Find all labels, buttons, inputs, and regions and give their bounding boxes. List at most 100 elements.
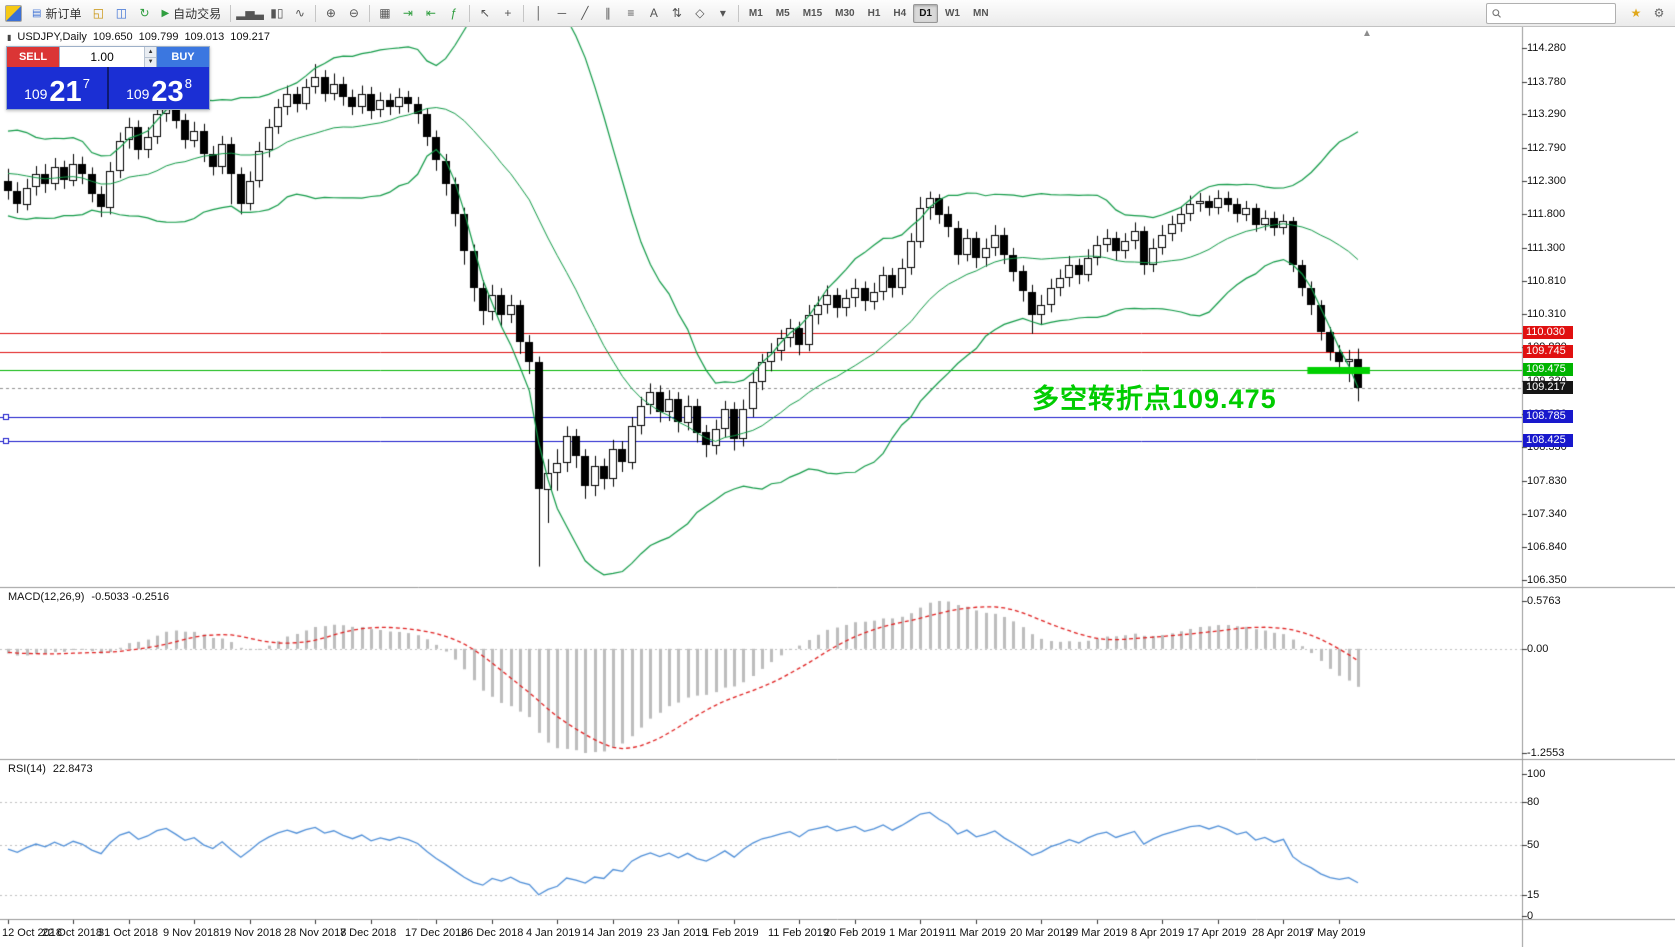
auto-scroll-icon[interactable]: ⇥ (402, 6, 413, 20)
price-axis-label: 113.780 (1527, 76, 1566, 88)
favorites-icon[interactable]: ★ (1630, 6, 1642, 20)
price-axis-label: 112.300 (1527, 175, 1566, 187)
date-axis-label: 20 Feb 2019 (824, 927, 886, 939)
search-icon (1492, 8, 1501, 18)
tile-windows-icon[interactable]: ▦ (379, 6, 391, 20)
indicators-icon[interactable]: ƒ (450, 6, 458, 20)
hline-price-badge: 109.475 (1523, 363, 1573, 376)
timeframe-button-h4[interactable]: H4 (893, 7, 907, 19)
date-axis-label: 28 Apr 2019 (1252, 927, 1312, 939)
volume-spinner: ▲ ▼ (144, 47, 156, 67)
shapes-icon[interactable]: ◇ (695, 6, 705, 20)
timeframe-button-m1[interactable]: M1 (748, 7, 763, 19)
price-axis-label: 111.800 (1527, 208, 1566, 220)
buy-price-point: 8 (184, 76, 192, 91)
chart-window-icon[interactable]: ◱ (92, 6, 105, 20)
fibonacci-icon[interactable]: ≡ (627, 6, 635, 20)
toolbar-separator (468, 4, 470, 22)
rsi-axis-label: 80 (1527, 796, 1540, 808)
date-axis-label: 26 Dec 2018 (461, 927, 524, 939)
sell-button[interactable]: SELL (7, 47, 59, 67)
timeframe-button-m30[interactable]: M30 (835, 7, 855, 19)
ohlc-open: 109.650 (92, 31, 133, 43)
ohlc-symbol: USDJPY,Daily (17, 31, 87, 43)
macd-axis-label: 0.5763 (1527, 595, 1561, 607)
date-axis-label: 17 Dec 2018 (405, 927, 468, 939)
macd-axis-label: -1.2553 (1527, 747, 1565, 759)
price-axis-label: 106.840 (1527, 541, 1567, 553)
price-axis-label: 106.350 (1527, 574, 1567, 586)
ohlc-close: 109.217 (230, 31, 270, 43)
horizontal-line-icon[interactable]: ─ (557, 6, 567, 20)
hline-price-badge: 109.745 (1523, 345, 1573, 358)
symbol-search-input[interactable] (1505, 6, 1610, 20)
cursor-icon[interactable]: ↖ (479, 6, 490, 20)
symbol-marker-icon: ▮ (7, 32, 12, 42)
channel-icon[interactable]: ∥ (604, 6, 611, 20)
rsi-indicator-label: RSI(14) 22.8473 (8, 763, 93, 775)
price-axis-label: 110.810 (1527, 275, 1566, 287)
timeframe-button-m15[interactable]: M15 (802, 7, 823, 19)
macd-indicator-label: MACD(12,26,9) -0.5033 -0.2516 (8, 591, 169, 603)
candlestick-chart-icon[interactable]: ▮▯ (270, 6, 284, 20)
bar-chart-icon[interactable]: ▂▅▃ (236, 6, 264, 20)
line-chart-icon[interactable]: ∿ (294, 6, 305, 20)
app-icon (5, 4, 22, 22)
auto-trading-icon: ▶ (161, 7, 170, 19)
hline-price-badge: 108.785 (1523, 410, 1573, 423)
sell-price-display[interactable]: 109 21 7 (7, 67, 107, 109)
ohlc-high: 109.799 (138, 31, 179, 43)
date-axis-label: 19 Nov 2018 (219, 927, 282, 939)
trendline-icon[interactable]: ╱ (581, 6, 589, 20)
volume-up-button[interactable]: ▲ (145, 47, 156, 57)
market-watch-icon[interactable]: ◫ (115, 6, 128, 20)
refresh-icon[interactable]: ↻ (139, 6, 150, 20)
zoom-in-icon[interactable]: ⊕ (325, 6, 336, 20)
buy-price-figure: 109 (126, 86, 150, 102)
arrows-icon[interactable]: ⇅ (671, 6, 682, 20)
settings-icon[interactable]: ⚙ (1653, 6, 1665, 20)
rsi-axis-label: 15 (1527, 889, 1540, 901)
text-label-icon[interactable]: A (649, 6, 658, 20)
chart-shift-marker-icon[interactable]: ▲ (1362, 28, 1372, 39)
buy-price-pips: 23 (151, 76, 184, 108)
timeframe-button-w1[interactable]: W1 (944, 7, 960, 19)
new-order-button[interactable]: ▤ 新订单 (27, 2, 86, 24)
auto-trading-button[interactable]: ▶ 自动交易 (156, 2, 226, 24)
turning-point-annotation[interactable]: 多空转折点109.475 (1032, 384, 1277, 414)
price-axis-label: 112.790 (1527, 142, 1566, 154)
timeframe-button-mn[interactable]: MN (972, 7, 989, 19)
sell-price-point: 7 (82, 76, 90, 91)
price-axis-label: 114.280 (1527, 42, 1566, 54)
date-axis-label: 29 Mar 2019 (1066, 927, 1128, 939)
timeframe-button-h1[interactable]: H1 (867, 7, 881, 19)
date-axis-label: 1 Feb 2019 (703, 927, 759, 939)
sell-price-pips: 21 (49, 76, 82, 108)
chart-shift-icon[interactable]: ⇤ (425, 6, 436, 20)
date-axis-label: 7 May 2019 (1308, 927, 1366, 939)
date-axis-label: 14 Jan 2019 (582, 927, 643, 939)
macd-axis-label: 0.00 (1527, 643, 1549, 655)
chart-ohlc-header: ▮ USDJPY,Daily 109.650 109.799 109.013 1… (7, 31, 270, 43)
date-axis-label: 22 Oct 2018 (42, 927, 102, 939)
macd-name: MACD(12,26,9) (8, 591, 85, 603)
date-axis-label: 4 Jan 2019 (526, 927, 581, 939)
sell-price-figure: 109 (24, 86, 48, 102)
volume-input[interactable] (60, 47, 145, 67)
timeframe-button-d1[interactable]: D1 (913, 3, 938, 23)
buy-price-display[interactable]: 109 23 8 (109, 67, 209, 109)
hline-price-badge: 110.030 (1523, 326, 1573, 339)
buy-button[interactable]: BUY (157, 47, 209, 67)
date-axis-label: 8 Apr 2019 (1131, 927, 1185, 939)
zoom-out-icon[interactable]: ⊖ (348, 6, 359, 20)
vertical-line-icon[interactable]: │ (535, 6, 543, 20)
timeframe-button-m5[interactable]: M5 (775, 7, 790, 19)
rsi-axis-label: 0 (1527, 910, 1534, 922)
more-drawings-icon[interactable]: ▾ (719, 6, 726, 20)
hline-price-badge: 108.425 (1523, 434, 1573, 447)
toolbar-separator (522, 4, 524, 22)
crosshair-icon[interactable]: + (504, 6, 512, 20)
volume-down-button[interactable]: ▼ (145, 56, 156, 67)
